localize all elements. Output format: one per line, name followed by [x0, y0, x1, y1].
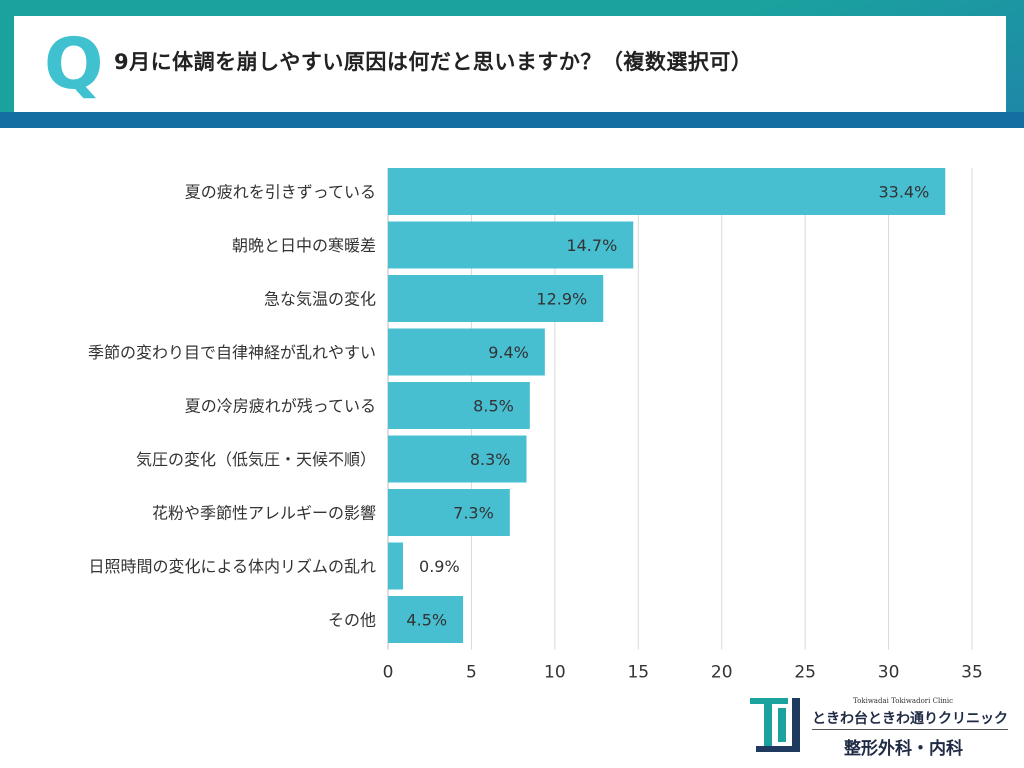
bar: [388, 596, 464, 643]
x-tick-label: 0: [383, 663, 394, 681]
bar: [388, 489, 510, 536]
bar: [388, 542, 404, 590]
category-label: 夏の疲れを引きずっている: [185, 183, 376, 202]
x-tick-label: 5: [466, 663, 477, 681]
bar: [388, 328, 545, 376]
data-label: 8.5%: [473, 397, 514, 416]
bar: [388, 435, 527, 483]
x-tick-label: 35: [961, 663, 983, 681]
bar: [388, 382, 530, 429]
logo-divider: [812, 729, 1008, 730]
clinic-logo: Tokiwadai Tokiwadori Clinic ときわ台ときわ通りクリニ…: [748, 694, 1018, 764]
clinic-name: ときわ台ときわ通りクリニック: [812, 711, 1008, 727]
clinic-subtitle: Tokiwadai Tokiwadori Clinic: [853, 697, 954, 705]
data-label: 4.5%: [406, 611, 447, 630]
category-label: 朝晩と日中の寒暖差: [232, 236, 376, 255]
category-label: その他: [328, 611, 376, 630]
clinic-department: 整形外科・内科: [844, 739, 963, 759]
category-label: 花粉や季節性アレルギーの影響: [152, 504, 376, 523]
x-tick-label: 20: [711, 663, 733, 681]
x-tick-label: 25: [794, 663, 816, 681]
category-label: 日照時間の変化による体内リズムの乱れ: [88, 557, 376, 576]
bar: [388, 221, 634, 269]
x-tick-label: 30: [878, 663, 900, 681]
data-label: 12.9%: [536, 290, 587, 309]
data-label: 9.4%: [488, 343, 529, 362]
question-card: Q 9月に体調を崩しやすい原因は何だと思いますか？（複数選択可）: [14, 16, 1006, 112]
q-icon: Q: [44, 23, 104, 105]
bar: [388, 168, 946, 215]
clinic-logo-icon: [750, 698, 800, 752]
data-label: 8.3%: [470, 450, 511, 469]
data-label: 7.3%: [453, 504, 494, 523]
bar: [388, 275, 604, 322]
x-tick-label: 15: [627, 663, 649, 681]
x-tick-label: 10: [544, 663, 566, 681]
question-title: 9月に体調を崩しやすい原因は何だと思いますか？（複数選択可）: [114, 50, 753, 74]
category-label: 季節の変わり目で自律神経が乱れやすい: [88, 343, 376, 362]
data-label: 14.7%: [566, 236, 617, 255]
header-band-stripe: [0, 112, 1024, 128]
category-label: 気圧の変化（低気圧・天候不順）: [136, 450, 376, 469]
bar-chart: 0 5 10 15 20 25 30 35 夏の疲れを引きずっている 33.4% 朝晩と日中の寒暖差…: [88, 168, 983, 681]
category-label: 急な気温の変化: [264, 290, 376, 309]
data-label: 33.4%: [878, 183, 929, 202]
category-label: 夏の冷房疲れが残っている: [185, 397, 376, 416]
data-label: 0.9%: [419, 557, 460, 576]
